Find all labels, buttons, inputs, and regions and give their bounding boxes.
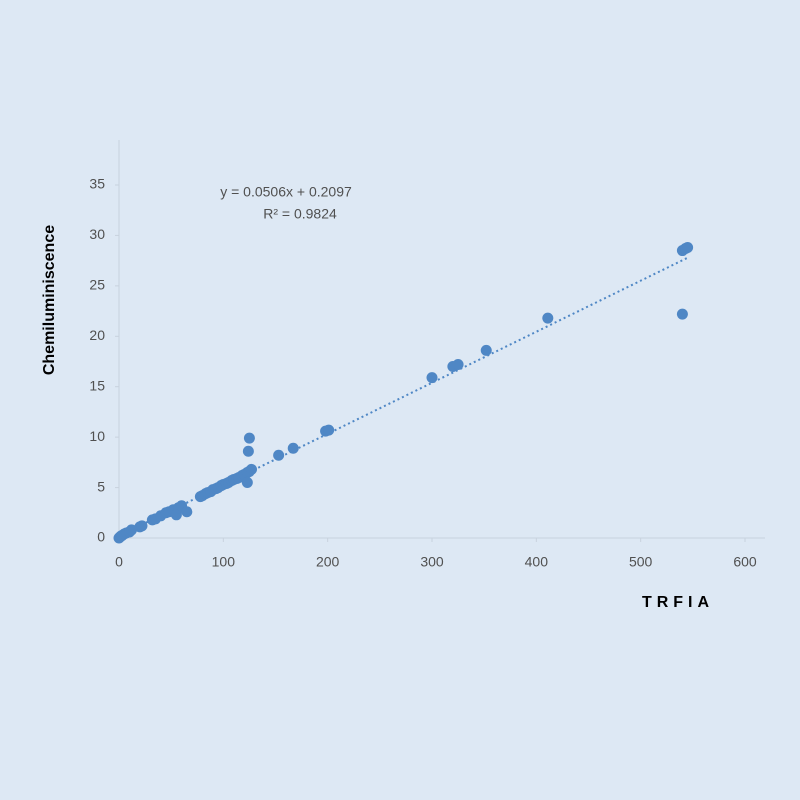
point	[426, 372, 438, 384]
y-tick-label: 25	[89, 277, 105, 293]
y-tick-label: 5	[97, 478, 105, 494]
x-tick-label: 600	[733, 554, 757, 570]
point	[452, 359, 464, 371]
point	[542, 312, 554, 324]
x-tick-label: 100	[212, 554, 236, 570]
y-tick-label: 20	[89, 327, 105, 343]
y-tick-label: 15	[89, 377, 105, 393]
point	[480, 344, 492, 356]
point	[126, 524, 138, 536]
point	[676, 308, 688, 320]
y-tick-label: 0	[97, 529, 105, 545]
y-tick-label: 35	[89, 176, 105, 192]
x-tick-label: 400	[525, 554, 549, 570]
point	[682, 242, 694, 254]
point	[323, 424, 335, 436]
point	[243, 432, 255, 444]
trendline-equation: y = 0.0506x + 0.2097	[220, 184, 352, 200]
point	[287, 442, 299, 454]
y-tick-label: 30	[89, 226, 105, 242]
x-tick-label: 300	[420, 554, 444, 570]
point	[273, 449, 285, 461]
point	[246, 463, 258, 475]
y-axis-label: Chemiluminiscence	[41, 225, 58, 375]
x-axis-label: TRFIA	[642, 594, 714, 611]
y-tick-label: 10	[89, 428, 105, 444]
x-tick-label: 0	[115, 554, 123, 570]
point	[241, 477, 253, 489]
point	[181, 506, 193, 518]
point	[242, 445, 254, 457]
x-tick-label: 500	[629, 554, 653, 570]
trendline-r2: R² = 0.9824	[263, 206, 337, 222]
x-tick-label: 200	[316, 554, 340, 570]
point	[136, 520, 148, 532]
